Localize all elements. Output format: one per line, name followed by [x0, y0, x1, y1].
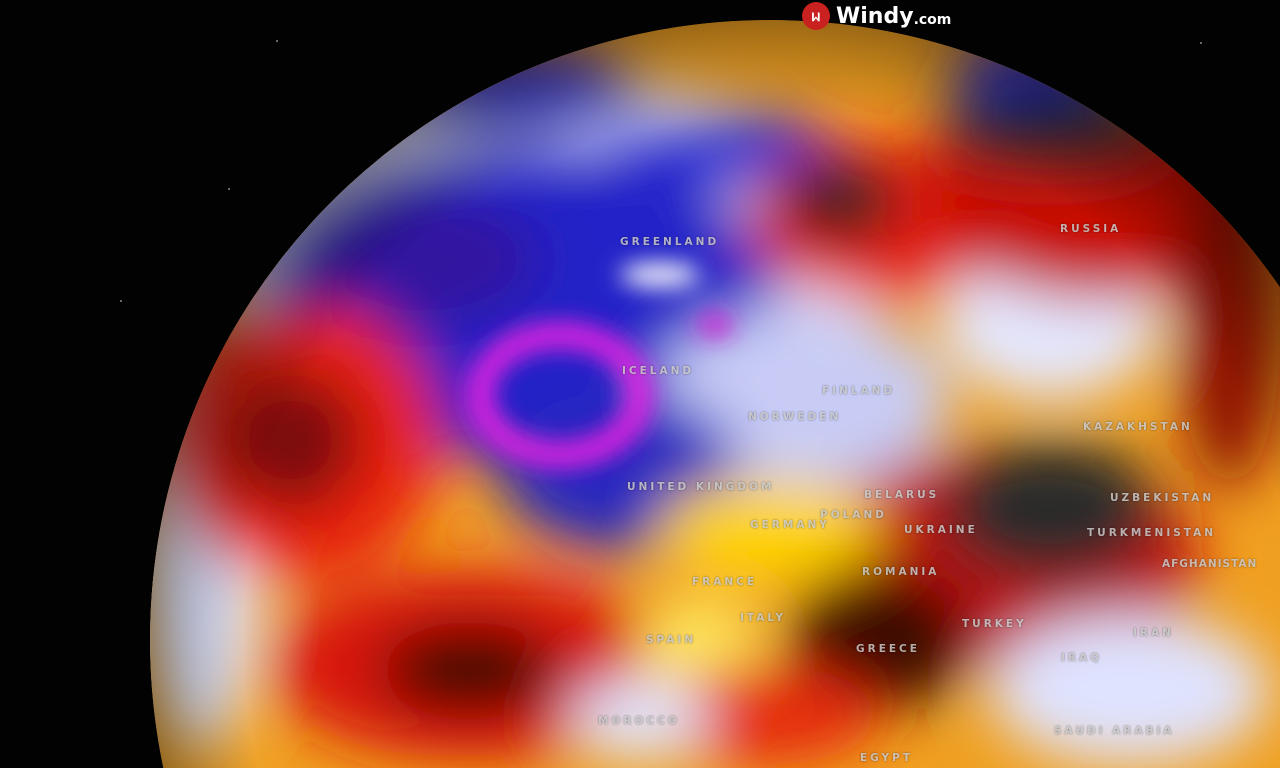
label-germany: GERMANY: [750, 519, 830, 531]
label-iceland: ICELAND: [622, 365, 695, 377]
label-greenland: GREENLAND: [620, 236, 720, 248]
star: [1200, 42, 1202, 44]
label-iraq: IRAQ: [1061, 652, 1103, 664]
label-poland: POLAND: [820, 509, 887, 521]
logo-brand: Windy: [836, 3, 914, 29]
label-italy: ITALY: [740, 612, 787, 624]
label-russia: RUSSIA: [1060, 223, 1122, 235]
label-belarus: BELARUS: [864, 489, 940, 501]
label-turkey: TURKEY: [962, 618, 1027, 630]
label-spain: SPAIN: [646, 634, 697, 646]
label-ukraine: UKRAINE: [904, 524, 978, 536]
label-turkmenistan: TURKMENISTAN: [1087, 527, 1217, 539]
label-greece: GREECE: [856, 643, 920, 655]
star: [120, 300, 122, 302]
star: [228, 188, 230, 190]
label-saudi-arabia: SAUDI ARABIA: [1054, 725, 1175, 737]
logo-suffix: .com: [913, 12, 952, 28]
star: [276, 40, 278, 42]
label-norweden: NORWEDEN: [748, 411, 842, 423]
label-finland: FINLAND: [822, 385, 896, 397]
label-afghanistan: AFGHANISTAN: [1162, 558, 1258, 570]
label-iran: IRAN: [1133, 627, 1174, 639]
label-romania: ROMANIA: [862, 566, 940, 578]
windy-logo[interactable]: ᥕ Windy .com: [802, 2, 951, 30]
label-france: FRANCE: [692, 576, 758, 588]
label-kazakhstan: KAZAKHSTAN: [1083, 421, 1193, 433]
label-uzbekistan: UZBEKISTAN: [1110, 492, 1215, 504]
windy-logo-icon: ᥕ: [802, 2, 830, 30]
label-united-kingdom: UNITED KINGDOM: [627, 481, 775, 493]
label-morocco: MOROCCO: [598, 715, 680, 727]
label-egypt: EGYPT: [860, 752, 914, 764]
